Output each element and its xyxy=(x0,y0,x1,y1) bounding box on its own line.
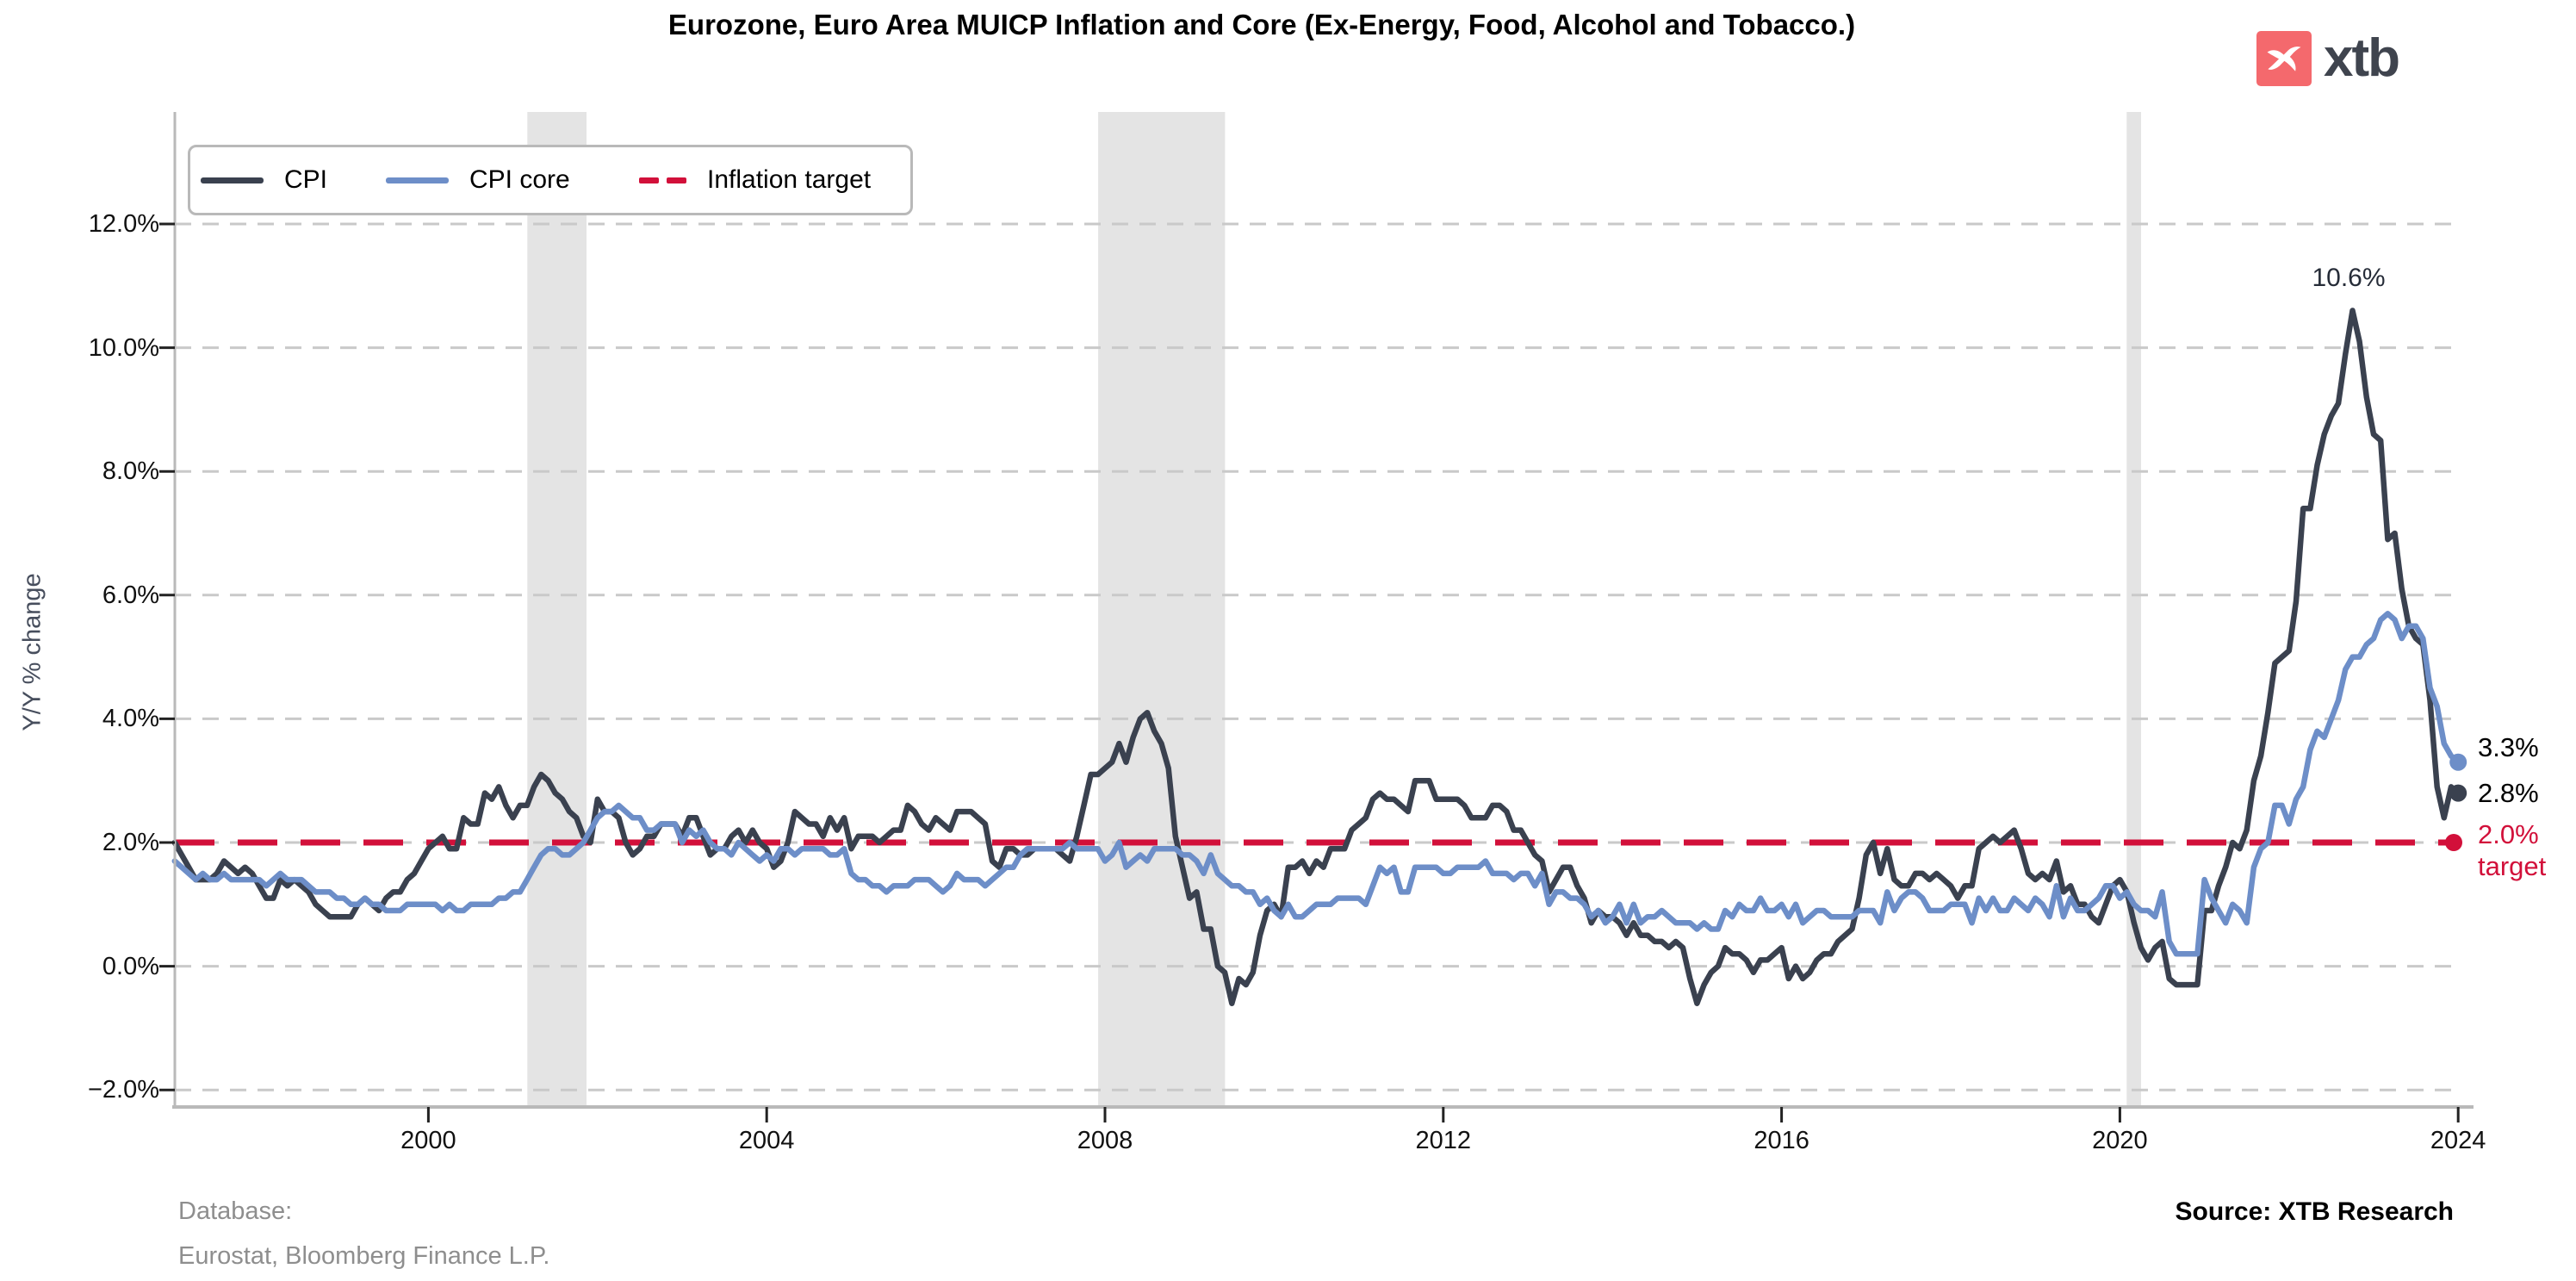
recession-band xyxy=(2126,112,2141,1107)
y-tick-label: −2.0% xyxy=(87,1076,159,1104)
target-dash-2 xyxy=(667,177,686,183)
y-tick-label: 2.0% xyxy=(102,829,159,856)
page-title: Eurozone, Euro Area MUICP Inflation and … xyxy=(667,9,1856,40)
legend-label-inflation-target: Inflation target xyxy=(707,165,872,194)
source-caption: Source: XTB Research xyxy=(2175,1197,2454,1226)
series-line-cpi-core xyxy=(171,611,2461,957)
legend-label-cpi-core: CPI core xyxy=(469,165,570,194)
target-dash-1 xyxy=(639,177,659,183)
x-tick-label: 2000 xyxy=(400,1127,456,1154)
x-tick-label: 2016 xyxy=(1754,1127,1809,1154)
target-word-label: target xyxy=(2478,851,2547,881)
target-value-label: 2.0% xyxy=(2478,819,2539,849)
y-tick-label: 8.0% xyxy=(102,457,159,486)
xtb-bird-icon xyxy=(2267,47,2301,72)
x-tick-label: 2004 xyxy=(738,1127,795,1154)
x-tick-label: 2012 xyxy=(1415,1127,1472,1154)
y-tick-label: 6.0% xyxy=(102,581,159,609)
series-end-dot-cpi-core xyxy=(2449,753,2467,771)
target-end-dot xyxy=(2445,834,2462,851)
x-tick-label: 2008 xyxy=(1077,1127,1133,1154)
legend-item-cpi-core: CPI core xyxy=(386,147,570,213)
chart-legend: CPI CPI core Inflation target xyxy=(188,145,913,215)
xtb-logo: xtb xyxy=(2256,28,2400,88)
core-end-value-label: 3.3% xyxy=(2478,732,2539,762)
database-caption-line2: Eurostat, Bloomberg Finance L.P. xyxy=(178,1242,550,1270)
y-tick-label: 10.0% xyxy=(88,333,159,362)
xtb-logo-text: xtb xyxy=(2324,28,2400,88)
legend-label-cpi: CPI xyxy=(284,165,328,194)
recession-band xyxy=(1098,112,1226,1107)
x-tick-label: 2020 xyxy=(2092,1127,2148,1154)
y-tick-label: 12.0% xyxy=(88,210,159,238)
y-axis-title: Y/Y % change xyxy=(18,573,47,731)
y-tick-label: 4.0% xyxy=(102,705,159,733)
legend-item-cpi: CPI xyxy=(201,147,327,213)
xtb-logo-square xyxy=(2256,31,2312,86)
x-tick-label: 2024 xyxy=(2430,1127,2486,1154)
peak-annotation: 10.6% xyxy=(2312,264,2386,292)
legend-item-inflation-target: Inflation target xyxy=(639,147,871,213)
cpi-core-line-swatch xyxy=(386,177,449,183)
database-caption-line1: Database: xyxy=(178,1197,293,1225)
inflation-target-swatch xyxy=(639,177,686,183)
y-tick-label: 0.0% xyxy=(102,952,159,980)
cpi-end-value-label: 2.8% xyxy=(2478,778,2539,808)
series-end-dot-cpi xyxy=(2449,784,2467,802)
cpi-line-swatch xyxy=(201,177,264,183)
recession-band xyxy=(527,112,587,1107)
series-line-cpi xyxy=(171,308,2461,1006)
